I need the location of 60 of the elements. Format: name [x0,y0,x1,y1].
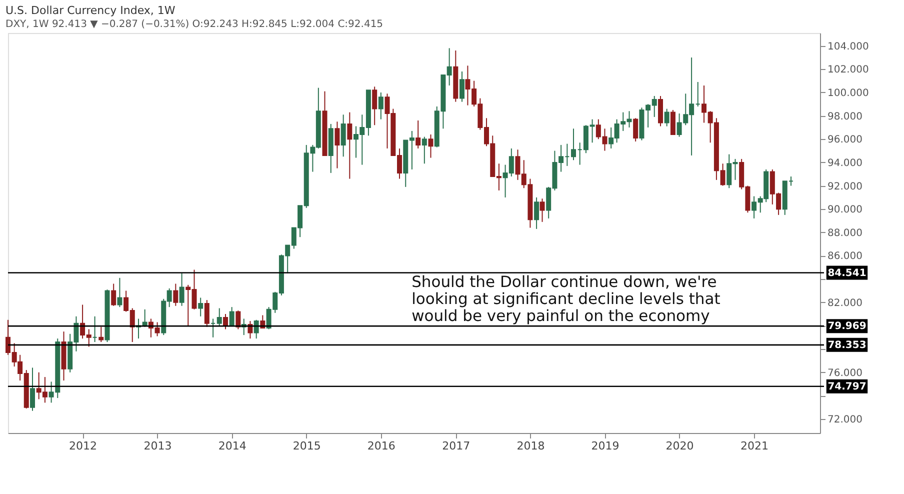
candlestick [422,136,427,164]
x-tick-label: 2012 [69,440,98,452]
candlestick [571,128,576,161]
x-tick-label: 2021 [740,440,769,452]
x-tick-label: 2019 [591,440,620,452]
y-tick-label: 100.000 [828,88,869,99]
y-tick-label: 94.000 [828,158,862,169]
y-tick-label: 102.000 [828,64,869,76]
candlestick [204,300,210,328]
candlestick [30,367,36,412]
y-tick-label: 82.000 [828,298,862,309]
candlestick [260,314,266,329]
candlestick [111,283,116,306]
candlestick [428,134,434,158]
y-tick-label: 72.000 [828,414,862,426]
x-tick-label: 2018 [516,440,545,452]
candlestick [664,108,670,127]
x-tick-label: 2020 [666,440,694,452]
chart-subtitle: DXY, 1W 92.413 ▼ −0.287 (−0.31%) O:92.243 H:92.845 L:92.004 C:92.415 [6,19,384,30]
x-tick-label: 2013 [144,440,172,452]
x-tick-label: 2014 [218,440,246,452]
candlestick [254,319,259,340]
chart-title: U.S. Dollar Currency Index, 1W [6,4,176,17]
candlestick [173,283,178,306]
candlestick [334,121,340,169]
y-tick-label: 98.000 [828,111,862,122]
y-tick-label: 86.000 [828,251,862,262]
candlestick [236,310,241,330]
candlestick [658,95,663,127]
candlestick [340,114,346,158]
y-tick-label: 76.000 [828,368,862,379]
candlestick [459,70,464,102]
x-tick-label: 2016 [367,440,396,452]
ref-line-label: 84.541 [828,268,866,279]
candlestick [198,297,204,317]
x-tick-label: 2017 [442,440,470,452]
candlestick [98,326,104,343]
candlestick [223,314,228,330]
ref-line-label: 79.969 [828,321,866,332]
candlestick [534,196,540,230]
annotation: Should the Dollar continue down, we're looking at significant decline levels that would be very painful on the economy [412,273,720,325]
y-tick-label: 92.000 [828,181,862,192]
candlestick [416,120,421,149]
ref-line-label: 78.353 [828,340,866,351]
ref-line-label: 74.797 [828,381,866,392]
candlestick [540,198,545,222]
candlestick [633,118,638,142]
y-tick-label: 96.000 [828,134,862,146]
y-tick-label: 104.000 [828,41,869,52]
x-tick-label: 2015 [292,440,321,452]
candlestick [372,86,378,126]
candlestick [179,272,184,306]
candlestick [347,112,352,180]
candlestick [229,306,234,326]
y-tick-label: 90.000 [828,204,862,216]
y-tick-label: 88.000 [828,228,862,239]
candlestick [117,277,122,308]
candlestick [670,109,676,135]
candlestick [216,308,222,326]
candlestick [378,92,384,120]
